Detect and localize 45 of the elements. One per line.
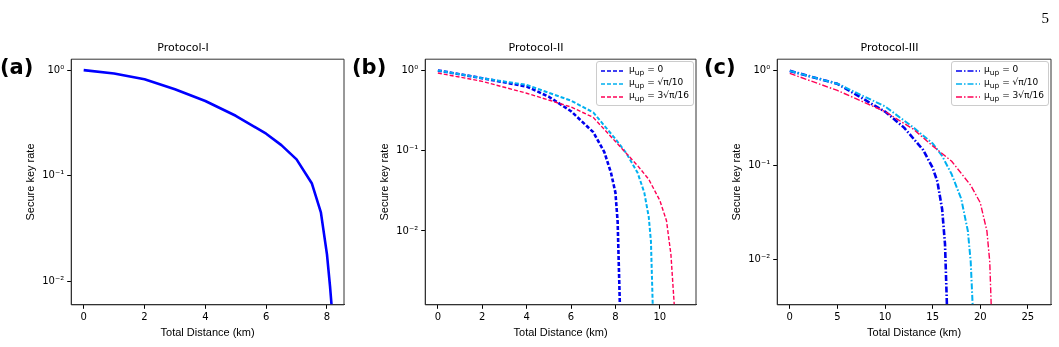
y-tick-label: 10⁰ <box>753 64 771 76</box>
y-axis-title: Secure key rate <box>729 143 742 221</box>
x-tick-label: 4 <box>523 311 530 323</box>
x-axis-title: Total Distance (km) <box>513 326 608 339</box>
legend-label: μ$_{up}$ = 3√π/16 <box>629 90 689 104</box>
x-tick-label: 0 <box>434 311 442 323</box>
legend-label: μ$_{up}$ = 3√π/16 <box>984 90 1044 104</box>
legend-label: μ$_{up}$ = 0 <box>984 64 1019 78</box>
y-tick-label: 10⁻² <box>42 274 65 286</box>
x-tick-label: 15 <box>926 311 939 323</box>
chart-title: Protocol-I <box>157 41 209 55</box>
y-axis-title: Secure key rate <box>377 143 390 221</box>
x-tick-label: 25 <box>1021 311 1035 323</box>
legend-label: μ$_{up}$ = √π/10 <box>984 77 1039 91</box>
x-tick-label: 0 <box>80 311 87 323</box>
x-tick-label: 8 <box>323 311 331 323</box>
text: 5 <box>1041 10 1049 27</box>
chart-title: Protocol-III <box>860 41 919 55</box>
y-tick-label: 10⁻¹ <box>748 158 771 170</box>
legend-label: μ$_{up}$ = √π/10 <box>629 77 684 91</box>
x-tick-label: 10 <box>653 311 667 323</box>
x-tick-label: 8 <box>612 311 619 323</box>
y-tick-label: 10⁻² <box>748 253 771 265</box>
x-tick-label: 2 <box>141 311 148 323</box>
y-tick-label: 10⁻¹ <box>396 144 419 156</box>
x-axis-title: Total Distance (km) <box>867 326 962 339</box>
x-axis-title: Total Distance (km) <box>160 326 255 339</box>
x-tick-label: 2 <box>479 311 486 323</box>
text: (a) <box>0 55 34 80</box>
y-axis-title: Secure key rate <box>23 143 36 221</box>
x-tick-label: 6 <box>262 311 270 323</box>
y-tick-label: 10⁻² <box>396 224 419 236</box>
text: (c) <box>704 55 736 80</box>
x-tick-label: 4 <box>202 311 209 323</box>
x-tick-label: 5 <box>834 311 841 323</box>
y-tick-label: 10⁰ <box>47 63 65 75</box>
x-tick-label: 20 <box>973 311 987 323</box>
chart-title: Protocol-II <box>508 41 564 55</box>
legend-label: μ$_{up}$ = 0 <box>629 64 664 78</box>
x-tick-label: 10 <box>878 311 892 323</box>
y-tick-label: 10⁻¹ <box>42 169 65 181</box>
y-tick-label: 10⁰ <box>401 64 419 76</box>
x-tick-label: 0 <box>786 311 793 323</box>
x-tick-label: 6 <box>567 311 575 323</box>
text: (b) <box>352 55 387 80</box>
